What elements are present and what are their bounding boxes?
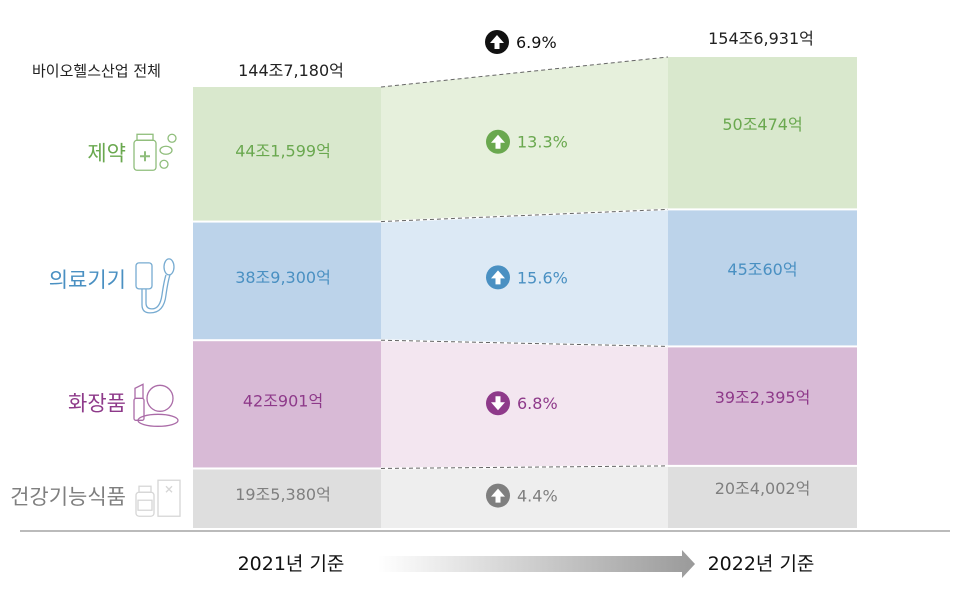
value-label-2022: 20조4,002억 bbox=[715, 479, 811, 498]
monitor bbox=[135, 262, 153, 290]
box bbox=[157, 479, 181, 517]
value-label-2022: 45조60억 bbox=[727, 260, 797, 279]
tube bbox=[145, 274, 167, 310]
up-arrow-icon bbox=[486, 265, 510, 290]
value-label-2022: 50조474억 bbox=[722, 115, 802, 134]
blood-pressure-monitor-icon bbox=[135, 258, 175, 314]
x-tick-label-2021: 2021년 기준 bbox=[238, 553, 345, 575]
up-arrow-icon bbox=[486, 483, 510, 508]
up-arrow-icon bbox=[486, 129, 510, 154]
bar-2022-segment bbox=[668, 210, 857, 346]
cross bbox=[140, 151, 150, 162]
value-label-2021: 44조1,599억 bbox=[235, 141, 331, 160]
total-2022-label: 154조6,931억 bbox=[708, 29, 814, 48]
change-percent-label: 15.6% bbox=[517, 268, 568, 287]
bar-2022-segment bbox=[668, 57, 857, 209]
value-label-2021: 42조901억 bbox=[243, 391, 323, 410]
bar-2022-segment bbox=[668, 347, 857, 465]
sparkle bbox=[165, 485, 173, 493]
change-percent-label: 6.8% bbox=[517, 394, 558, 413]
up-arrow-icon bbox=[485, 30, 509, 54]
dashed-connector-line bbox=[380, 56, 669, 88]
dashed-connector-line bbox=[380, 339, 669, 347]
change-percent-label: 6.9% bbox=[516, 33, 557, 52]
arrow-shape bbox=[491, 270, 505, 285]
down-arrow-icon bbox=[486, 391, 510, 416]
dashed-connector-line bbox=[380, 208, 669, 223]
change-percent-label: 13.3% bbox=[517, 133, 568, 152]
bulb bbox=[163, 258, 175, 276]
value-label-2021: 19조5,380억 bbox=[235, 485, 331, 504]
lipstick-tip bbox=[134, 383, 144, 399]
tube bbox=[141, 274, 171, 314]
bar-2022-segment bbox=[668, 466, 857, 528]
transition-band-3 bbox=[381, 341, 668, 468]
value-label-2022: 39조2,395억 bbox=[715, 388, 811, 407]
supplement-bottle-icon bbox=[135, 479, 181, 517]
transition-band-1 bbox=[381, 57, 668, 221]
category-label-2: 의료기기 bbox=[49, 268, 126, 292]
pill bbox=[159, 145, 173, 155]
category-label-3: 화장품 bbox=[68, 391, 126, 415]
transition-band-4 bbox=[381, 466, 668, 528]
value-label-2021: 38조9,300억 bbox=[235, 268, 331, 287]
arrow-shape bbox=[490, 35, 504, 49]
change-percent-label: 4.4% bbox=[517, 487, 558, 506]
bar-2021-segment bbox=[193, 341, 381, 468]
arrow-shape bbox=[491, 488, 505, 503]
bar-2021-segment bbox=[193, 87, 381, 221]
cosmetics-compact-icon bbox=[133, 383, 179, 427]
dashed-connector-line bbox=[380, 465, 669, 469]
bottle bbox=[135, 491, 155, 517]
bar-2021-segment bbox=[193, 222, 381, 340]
category-label-1: 제약 bbox=[87, 141, 126, 165]
pill bbox=[167, 133, 177, 143]
arrow-shape bbox=[491, 396, 505, 411]
bar-2021-segment bbox=[193, 469, 381, 528]
cap bbox=[136, 133, 154, 141]
medicine-bottle-pills-icon bbox=[133, 133, 177, 171]
compact-base bbox=[137, 413, 179, 427]
category-label-4: 건강기능식품 bbox=[10, 485, 126, 509]
x-tick-label-2022: 2022년 기준 bbox=[708, 553, 815, 575]
lipstick bbox=[133, 397, 145, 421]
total-title: 바이오헬스산업 전체 bbox=[32, 62, 161, 80]
arrow-shape bbox=[491, 134, 505, 149]
timeline-arrow bbox=[378, 550, 695, 578]
pill bbox=[159, 159, 169, 169]
cap bbox=[138, 485, 152, 493]
transition-band-2 bbox=[381, 210, 668, 346]
bottle-label bbox=[137, 499, 153, 511]
total-2021-label: 144조7,180억 bbox=[238, 61, 344, 80]
compact-mirror bbox=[146, 384, 174, 412]
